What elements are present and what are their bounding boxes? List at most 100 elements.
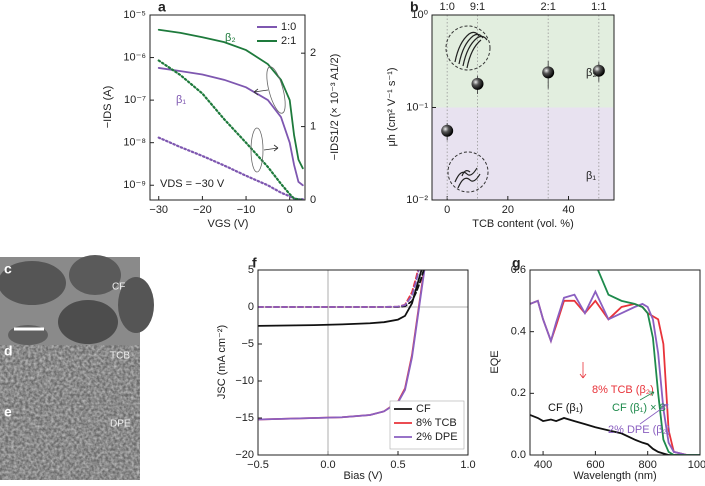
y-tick-label: 0.4 bbox=[511, 326, 526, 338]
x-tick-label: 0 bbox=[287, 204, 293, 216]
domain bbox=[0, 261, 66, 305]
decoration bbox=[266, 66, 286, 114]
y-tick-label: 10⁻² bbox=[406, 194, 428, 206]
region bbox=[432, 15, 614, 108]
series-label: CF (β₁) bbox=[548, 402, 583, 414]
y-axis-label: EQE bbox=[489, 350, 501, 373]
domain bbox=[58, 300, 118, 344]
decoration bbox=[639, 403, 669, 425]
y-tick-label: −5 bbox=[241, 338, 254, 350]
panel: f Bias (V) JSC (mA cm⁻²) −0.5 0.0 0.5 1.0 5 0 −5 −… bbox=[216, 255, 476, 482]
x-tick-label: −20 bbox=[193, 204, 212, 216]
plot-frame bbox=[529, 269, 701, 456]
y-tick-label: 10⁻⁹ bbox=[123, 179, 146, 191]
x-tick-label: −10 bbox=[237, 204, 256, 216]
x-tick-label: −0.5 bbox=[247, 459, 269, 471]
series-line bbox=[258, 270, 425, 308]
point bbox=[542, 66, 555, 79]
panel-letter: f bbox=[252, 255, 257, 271]
x-tick-label: 600 bbox=[586, 459, 604, 471]
decoration bbox=[639, 391, 655, 401]
x-axis-label: VGS (V) bbox=[208, 218, 249, 230]
y-tick-label: 5 bbox=[248, 264, 254, 276]
y-axis-label: μh (cm² V⁻¹ s⁻¹) bbox=[386, 67, 398, 146]
y-tick-label: −15 bbox=[235, 412, 254, 424]
decoration bbox=[253, 88, 269, 96]
domain bbox=[69, 255, 121, 295]
x-tick-label: 20 bbox=[502, 204, 514, 216]
series-line bbox=[597, 270, 700, 455]
y-tick-label: 0.2 bbox=[511, 387, 526, 399]
point bbox=[592, 64, 605, 77]
annotation: β₁ bbox=[176, 94, 186, 106]
y-tick-label: 10⁰ bbox=[411, 9, 428, 21]
y2-tick-label: 1 bbox=[310, 120, 316, 132]
series-line bbox=[258, 270, 423, 327]
panel-letter: a bbox=[158, 0, 166, 15]
panel-letter: g bbox=[512, 255, 521, 271]
legend-label: 1:0 bbox=[281, 21, 296, 33]
y-tick-label: 0.0 bbox=[511, 449, 526, 461]
domain bbox=[118, 277, 154, 333]
plot-frame bbox=[431, 14, 615, 201]
region bbox=[432, 107, 614, 200]
y2-tick-label: 0 bbox=[310, 194, 316, 206]
y-tick-label: 0 bbox=[248, 301, 254, 313]
micrograph-label: TCB bbox=[110, 351, 130, 362]
x-tick-label: 0 bbox=[444, 204, 450, 216]
x-axis-label: Bias (V) bbox=[343, 470, 382, 482]
panel-letter: e bbox=[4, 404, 12, 420]
y-tick-label: 10⁻⁷ bbox=[124, 94, 146, 106]
x-tick-label: 400 bbox=[534, 459, 552, 471]
x-tick-label: 0.5 bbox=[390, 459, 405, 471]
series-line bbox=[157, 67, 304, 187]
decoration bbox=[579, 362, 587, 379]
x-axis-label: TCB content (vol. %) bbox=[472, 218, 573, 230]
decoration bbox=[250, 127, 264, 173]
point bbox=[471, 77, 484, 90]
x-tick-label: 1.0 bbox=[460, 459, 475, 471]
panel-letter: c bbox=[4, 261, 12, 277]
x-tick-label: 0.0 bbox=[320, 459, 335, 471]
x-tick-label: 800 bbox=[639, 459, 657, 471]
series-line bbox=[530, 289, 700, 455]
series-line bbox=[258, 270, 426, 421]
y-tick-label: 10⁻⁸ bbox=[123, 137, 146, 149]
series-line bbox=[258, 270, 419, 308]
decoration bbox=[454, 167, 481, 189]
y2-axis-label: −IDS1/2 (× 10⁻³ A1/2) bbox=[329, 54, 341, 161]
decoration bbox=[445, 25, 491, 71]
decoration bbox=[454, 31, 488, 69]
plot-frame bbox=[149, 14, 306, 201]
micrograph-label: CF bbox=[112, 282, 125, 293]
annotation: β₁ bbox=[586, 170, 596, 182]
micrographs: c CF d TCB e DPE bbox=[0, 255, 154, 480]
plot-frame bbox=[257, 269, 469, 456]
y-axis-label: −IDS (A) bbox=[102, 86, 114, 128]
series-label: 2% DPE (β₂) bbox=[608, 424, 671, 436]
panel: b TCB content (vol. %) μh (cm² V⁻¹ s⁻¹) 0 20… bbox=[386, 0, 615, 230]
series-line bbox=[157, 136, 304, 200]
panel-letter: b bbox=[410, 0, 419, 15]
x2-tick-label: 1:1 bbox=[591, 1, 606, 13]
y-tick-label: 0.6 bbox=[511, 264, 526, 276]
annotation: β₂ bbox=[586, 67, 597, 79]
x-tick-label: −30 bbox=[149, 204, 168, 216]
legend-label: 8% TCB bbox=[416, 417, 457, 429]
legend-label: 2% DPE bbox=[416, 431, 458, 443]
x2-tick-label: 2:1 bbox=[541, 1, 556, 13]
panel-letter: d bbox=[4, 343, 13, 359]
x2-tick-label: 9:1 bbox=[470, 1, 485, 13]
y-tick-label: −10 bbox=[235, 375, 254, 387]
x-tick-label: 40 bbox=[562, 204, 574, 216]
y-tick-label: −20 bbox=[235, 449, 254, 461]
y-axis-label: JSC (mA cm⁻²) bbox=[216, 325, 228, 399]
series-label: 8% TCB (β₂) bbox=[592, 384, 654, 396]
series-line bbox=[258, 270, 420, 308]
y-tick-label: 10⁻⁶ bbox=[123, 51, 146, 63]
series-line bbox=[258, 270, 425, 421]
panel: a VGS (V) −IDS (A) −IDS1/2 (× 10⁻³ A1/2) −30… bbox=[102, 0, 341, 230]
